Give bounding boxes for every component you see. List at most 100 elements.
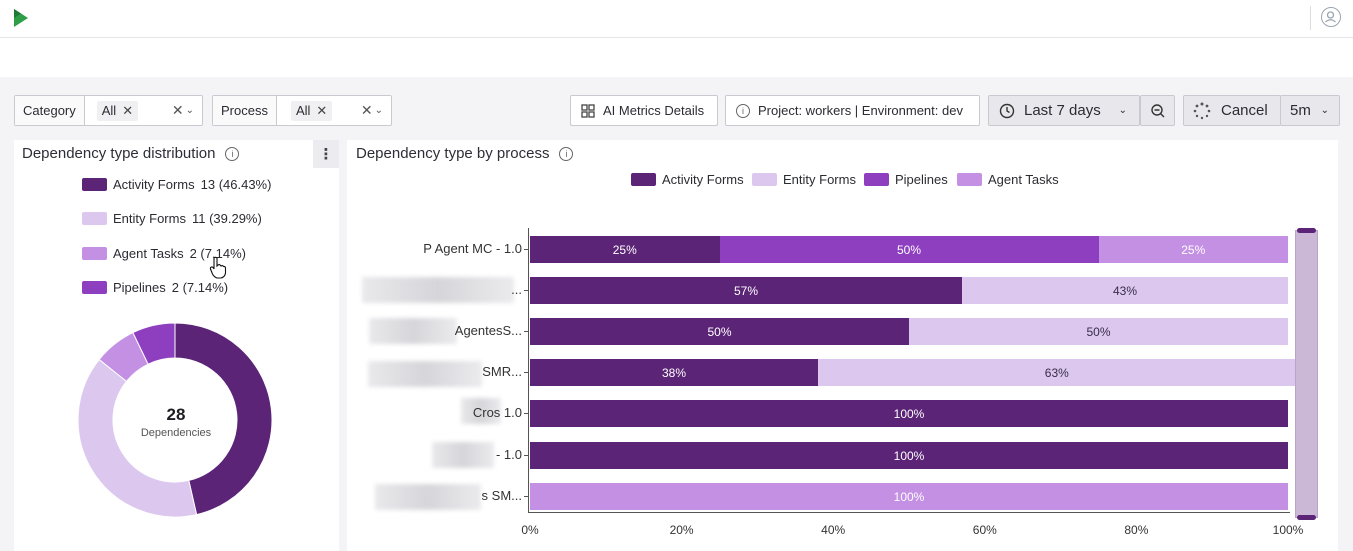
remove-chip-icon[interactable]: ✕ [122,102,134,118]
donut-total: 28 [166,405,186,424]
donut-slice[interactable] [174,322,273,516]
y-axis-label: - 1.0 [495,447,522,462]
legend-swatch [82,281,107,294]
x-axis-tick-label: 40% [821,523,846,537]
donut-slice[interactable] [77,358,198,518]
zoom-slider-bottom-handle[interactable] [1297,515,1316,520]
clock-icon [999,103,1015,118]
legend-item[interactable]: Pipelines 2 (7.14%) [82,280,228,295]
redacted-label [375,484,481,510]
y-axis-tick [524,372,529,373]
distribution-card-header: Dependency type distribution i [22,145,240,162]
process-chart-title: Dependency type by process [356,145,550,162]
process-chip-label: All [295,103,311,118]
legend-value: 2 (7.14%) [189,246,246,261]
ai-metrics-button[interactable]: AI Metrics Details [570,95,718,126]
legend-item[interactable]: Agent Tasks [957,172,1059,187]
y-axis-label: ... [511,282,522,297]
donut-slice[interactable] [132,322,176,365]
distribution-title: Dependency type distribution [22,145,216,162]
user-avatar-icon[interactable] [1321,7,1341,27]
legend-swatch [752,173,777,186]
x-axis-tick-label: 0% [521,523,539,537]
clear-icon[interactable]: ✕ [171,102,184,118]
remove-chip-icon[interactable]: ✕ [316,102,328,118]
x-axis-tick-label: 80% [1124,523,1149,537]
clear-icon[interactable]: ✕ [360,102,373,118]
legend-value: 13 (46.43%) [200,177,272,192]
category-filter[interactable]: Category All ✕ ✕ ⌄ [14,95,203,126]
legend-name: Entity Forms [783,172,856,187]
chevron-down-icon[interactable]: ⌄ [374,105,383,116]
bar-segment[interactable]: 63% [818,359,1296,386]
process-chart-card [347,140,1338,551]
y-axis-label: SMR... [482,364,522,379]
bar-segment[interactable]: 57% [530,277,963,304]
legend-item[interactable]: Agent Tasks 2 (7.14%) [82,246,246,261]
cancel-refresh-button[interactable]: Cancel [1183,95,1281,126]
bar-segment[interactable]: 50% [530,318,909,345]
zoom-slider-track[interactable] [1295,230,1318,518]
legend-swatch [82,178,107,191]
legend-name: Pipelines [113,280,166,295]
y-axis-label: s SM... [481,488,522,503]
legend-swatch [864,173,889,186]
legend-name: Pipelines [895,172,948,187]
x-axis-tick-label: 100% [1272,523,1304,537]
chevron-down-icon[interactable]: ⌄ [185,105,194,116]
bar-segment[interactable]: 50% [909,318,1288,345]
y-axis-tick [524,413,529,414]
x-axis-tick-label: 20% [669,523,694,537]
legend-value: 11 (39.29%) [191,211,262,226]
time-range-label: Last 7 days [1024,102,1101,119]
top-bar [0,0,1353,38]
bar-segment[interactable]: 100% [530,483,1288,510]
chevron-down-icon: ⌄ [1320,105,1329,116]
legend-item[interactable]: Entity Forms [752,172,856,187]
legend-name: Activity Forms [662,172,744,187]
app-logo-icon[interactable] [12,8,30,28]
y-axis-tick [524,331,529,332]
bar-segment[interactable]: 100% [530,442,1288,469]
grid-icon [581,103,595,118]
bar-segment[interactable]: 25% [1098,236,1288,263]
legend-item[interactable]: Pipelines [864,172,948,187]
legend-item[interactable]: Entity Forms 11 (39.29%) [82,211,262,226]
spinner-icon [1193,102,1211,119]
info-icon[interactable]: i [559,147,574,162]
y-axis-tick [524,290,529,291]
bar-segment[interactable]: 50% [719,236,1099,263]
legend-swatch [82,247,107,260]
process-chip[interactable]: All ✕ [290,100,333,121]
legend-name: Agent Tasks [988,172,1059,187]
bar-segment[interactable]: 25% [530,236,720,263]
interval-label: 5m [1290,102,1311,119]
legend-item[interactable]: Activity Forms 13 (46.43%) [82,177,271,192]
card-menu-button[interactable]: ⋮ [313,140,339,168]
project-environment-label: Project: workers | Environment: dev [758,103,963,118]
y-axis-label: Cros 1.0 [472,405,522,420]
zoom-slider-top-handle[interactable] [1297,228,1316,233]
info-icon[interactable]: i [225,147,240,162]
sub-header [0,38,1353,77]
cancel-label: Cancel [1221,102,1268,119]
bar-segment[interactable]: 100% [530,400,1288,427]
zoom-out-button[interactable] [1140,95,1175,126]
info-icon: i [736,103,750,118]
time-range-select[interactable]: Last 7 days ⌄ [988,95,1140,126]
x-axis-line [528,512,1290,513]
x-axis-tick-label: 60% [972,523,997,537]
process-filter[interactable]: Process All ✕ ✕ ⌄ [212,95,392,126]
category-chip[interactable]: All ✕ [96,100,139,121]
process-filter-label: Process [213,96,277,125]
project-environment-button[interactable]: i Project: workers | Environment: dev [725,95,980,126]
legend-swatch [631,173,656,186]
refresh-interval-select[interactable]: 5m ⌄ [1280,95,1340,126]
bar-segment[interactable]: 38% [530,359,819,386]
legend-item[interactable]: Activity Forms [631,172,744,187]
bar-segment[interactable]: 43% [962,277,1288,304]
redacted-label [362,277,514,303]
redacted-label [461,398,501,424]
y-axis-tick [524,496,529,497]
donut-chart [77,322,273,518]
